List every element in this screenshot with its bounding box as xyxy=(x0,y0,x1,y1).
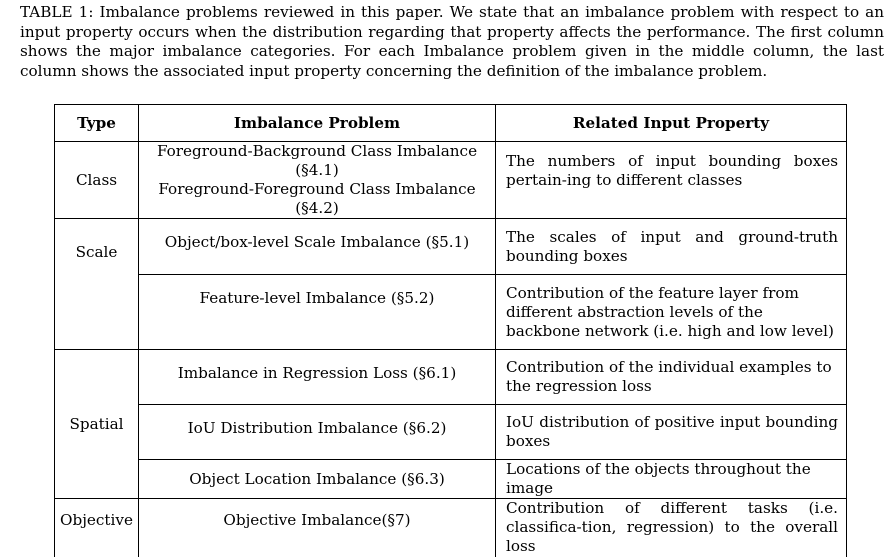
header-property: Related Input Property xyxy=(495,104,847,142)
property-cell: Contribution of different tasks (i.e. cl… xyxy=(495,498,847,557)
problem-cell: Foreground-Foreground Class Imbalance (§… xyxy=(138,180,496,219)
table-row: Objective Objective Imbalance(§7) Contri… xyxy=(54,498,847,557)
table-row: Feature-level Imbalance (§5.2) Contribut… xyxy=(55,274,847,350)
problem-cell: Object Location Imbalance (§6.3) xyxy=(138,459,496,499)
type-spatial: Spatial xyxy=(54,349,139,499)
table-row: Spatial Imbalance in Regression Loss (§6… xyxy=(54,349,847,499)
property-cell: The numbers of input bounding boxes pert… xyxy=(495,141,847,219)
table-caption: TABLE 1: Imbalance problems reviewed in … xyxy=(20,3,884,80)
property-cell: Locations of the objects throughout the … xyxy=(495,459,847,499)
type-objective: Objective xyxy=(54,498,139,557)
problem-cell: IoU Distribution Imbalance (§6.2) xyxy=(138,404,496,460)
property-cell: The scales of input and ground-truth bou… xyxy=(495,218,847,275)
property-cell: IoU distribution of positive input bound… xyxy=(495,404,847,460)
problem-cell: Objective Imbalance(§7) xyxy=(138,498,496,557)
problem-cell: Foreground-Background Class Imbalance (§… xyxy=(138,141,496,180)
property-cell: Contribution of the feature layer from d… xyxy=(495,274,847,350)
table-row: Object Location Imbalance (§6.3) Locatio… xyxy=(55,459,847,499)
imbalance-table: Type Imbalance Problem Related Input Pro… xyxy=(54,104,847,557)
header-problem: Imbalance Problem xyxy=(138,104,496,142)
property-cell: Contribution of the individual examples … xyxy=(495,349,847,405)
table-row: IoU Distribution Imbalance (§6.2) IoU di… xyxy=(55,404,847,460)
problem-cell: Object/box-level Scale Imbalance (§5.1) xyxy=(138,218,496,275)
header-type: Type xyxy=(54,104,139,142)
problem-cell: Feature-level Imbalance (§5.2) xyxy=(138,274,496,350)
type-scale: Scale xyxy=(54,218,139,350)
table-row: Scale Object/box-level Scale Imbalance (… xyxy=(54,218,847,350)
type-class: Class xyxy=(54,141,139,219)
table-row: Class Foreground-Background Class Imbala… xyxy=(54,141,847,219)
table-row: Foreground-Foreground Class Imbalance (§… xyxy=(55,180,847,219)
header-row: Type Imbalance Problem Related Input Pro… xyxy=(54,104,847,142)
problem-cell: Imbalance in Regression Loss (§6.1) xyxy=(138,349,496,405)
